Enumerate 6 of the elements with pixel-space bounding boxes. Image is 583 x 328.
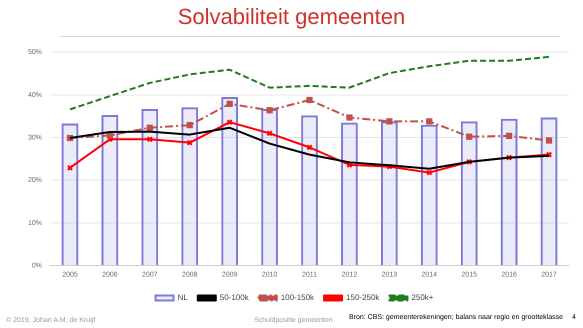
- legend-label: NL: [178, 293, 188, 302]
- chart-title: Solvabiliteit gemeenten: [176, 4, 406, 30]
- legend-label: 250k+: [411, 293, 434, 302]
- legend-label: 50-100k: [220, 293, 250, 302]
- legend-label: 100-150k: [280, 293, 316, 302]
- legend-label: 150-250k: [346, 293, 380, 302]
